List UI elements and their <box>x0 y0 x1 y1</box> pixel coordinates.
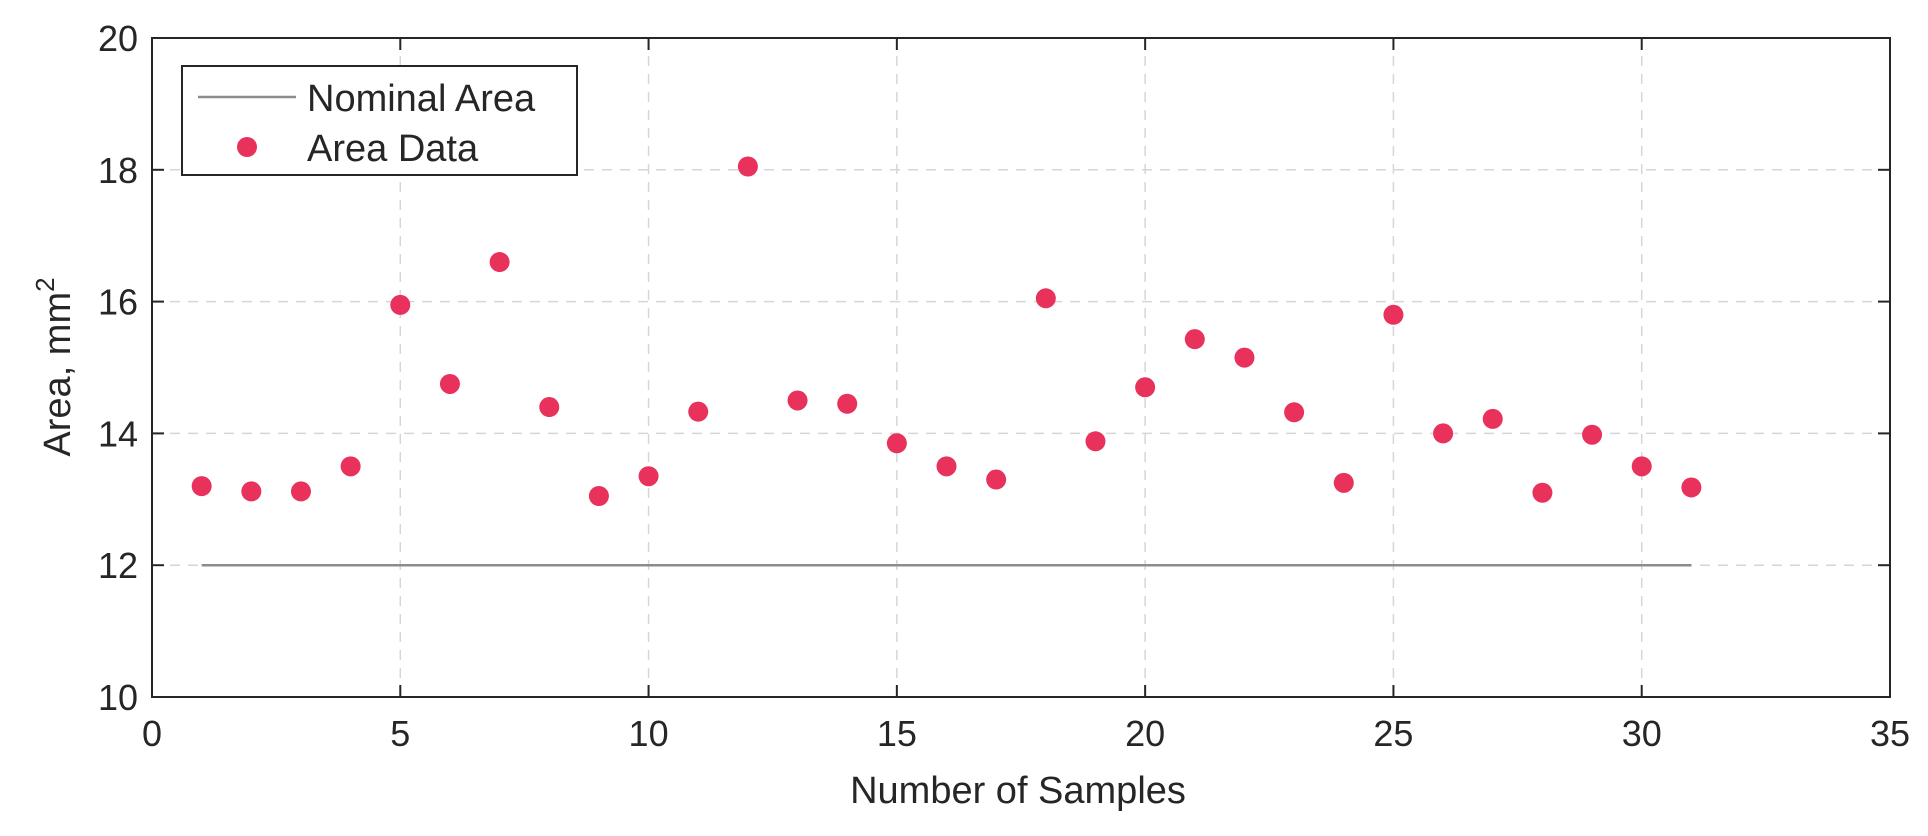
area-data-point <box>688 401 709 422</box>
legend: Nominal Area Area Data <box>181 65 578 176</box>
area-data-point <box>1085 431 1106 452</box>
area-data-point <box>489 252 510 273</box>
area-data-point <box>1383 304 1404 325</box>
area-data-point <box>290 481 311 502</box>
area-data-point <box>1532 482 1553 503</box>
y-axis-title-superscript: 2 <box>30 277 60 291</box>
area-data-point <box>191 476 212 497</box>
legend-area-data-label: Area Data <box>307 128 479 170</box>
area-data-point <box>837 393 858 414</box>
area-data-point <box>986 469 1007 490</box>
x-tick-label: 25 <box>1373 713 1413 754</box>
area-data-point <box>439 373 460 394</box>
area-data-point <box>1681 477 1702 498</box>
area-data-point <box>1234 347 1255 368</box>
area-data-point <box>1284 402 1305 423</box>
area-data-point <box>787 390 808 411</box>
y-tick-label: 18 <box>98 150 138 191</box>
x-tick-label: 20 <box>1125 713 1165 754</box>
x-tick-label: 30 <box>1622 713 1662 754</box>
x-axis-ticks: 0 5 10 15 20 25 30 35 <box>142 38 1910 754</box>
area-data-point <box>340 456 361 477</box>
y-axis-ticks: 10 12 14 16 18 20 <box>98 18 1890 718</box>
area-data-point <box>1035 288 1056 309</box>
area-data-series <box>191 156 1702 507</box>
area-data-point <box>936 456 957 477</box>
plot-frame <box>151 37 1891 698</box>
legend-nominal-area-label: Nominal Area <box>307 78 536 120</box>
area-data-point <box>1184 329 1205 350</box>
area-data-point <box>886 433 907 454</box>
x-tick-label: 35 <box>1870 713 1910 754</box>
area-data-point <box>737 156 758 177</box>
area-data-point <box>1482 408 1503 429</box>
area-data-point <box>539 397 560 418</box>
x-tick-label: 5 <box>390 713 410 754</box>
x-axis-title: Number of Samples <box>850 770 1186 812</box>
y-axis-title-main: Area, mm <box>37 292 79 457</box>
y-tick-label: 14 <box>98 413 138 454</box>
area-data-point <box>588 486 609 507</box>
x-tick-label: 10 <box>629 713 669 754</box>
area-data-point <box>1333 472 1354 493</box>
y-tick-label: 16 <box>98 282 138 323</box>
area-data-point <box>241 481 262 502</box>
legend-box <box>181 65 578 176</box>
area-data-point <box>1433 423 1454 444</box>
area-data-point <box>1582 424 1603 445</box>
area-data-point <box>390 294 411 315</box>
y-tick-label: 10 <box>98 677 138 718</box>
area-data-point <box>1135 377 1156 398</box>
area-data-point <box>638 466 659 487</box>
y-tick-label: 20 <box>98 18 138 59</box>
x-tick-label: 0 <box>142 713 162 754</box>
y-axis-title: Area, mm2 <box>30 277 79 456</box>
area-data-point <box>1631 456 1652 477</box>
x-tick-label: 15 <box>877 713 917 754</box>
y-tick-label: 12 <box>98 545 138 586</box>
legend-area-data-marker <box>237 137 257 157</box>
